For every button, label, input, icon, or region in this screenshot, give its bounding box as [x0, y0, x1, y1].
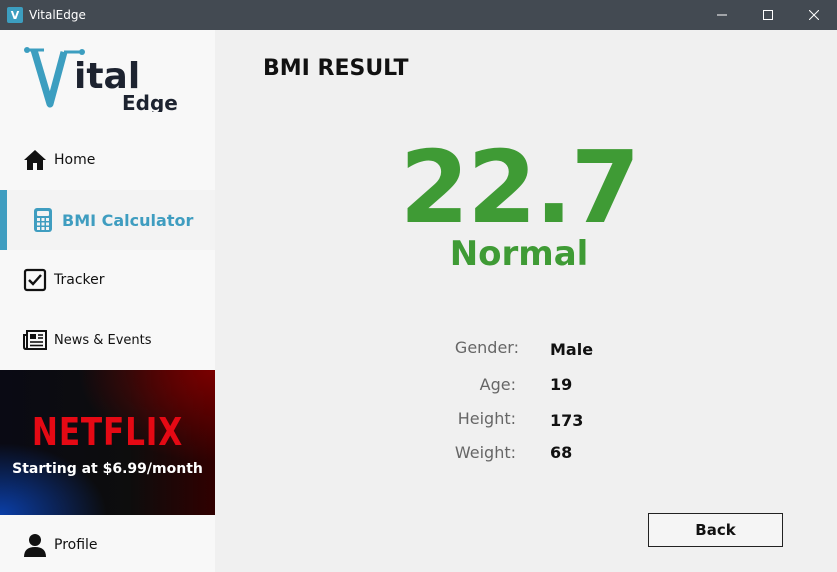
logo-word-ital: ital: [74, 56, 140, 97]
sidebar-item-profile[interactable]: Profile: [0, 517, 215, 572]
back-button[interactable]: Back: [648, 513, 783, 547]
info-row-gender: Gender: Male: [215, 338, 837, 360]
info-value: Male: [550, 340, 594, 359]
main-content: BMI RESULT 22.7 Normal Gender: Male Age:…: [215, 30, 837, 572]
minimize-button[interactable]: [699, 0, 745, 30]
window-controls: [699, 0, 837, 30]
calculator-icon: [34, 208, 52, 232]
sidebar-item-label: Profile: [54, 536, 98, 553]
sidebar-item-bmi-calculator[interactable]: BMI Calculator: [0, 190, 215, 250]
vitaledge-logo: ital Edge: [24, 47, 178, 112]
home-icon: [24, 150, 46, 170]
maximize-icon: [763, 10, 773, 20]
sidebar-item-label: News & Events: [54, 332, 152, 348]
maximize-button[interactable]: [745, 0, 791, 30]
info-label: Height:: [457, 409, 516, 428]
info-value: 19: [550, 375, 573, 394]
close-icon: [809, 10, 819, 20]
info-label: Weight:: [454, 443, 516, 462]
sidebar-item-tracker[interactable]: Tracker: [0, 252, 215, 308]
info-label: Gender:: [454, 338, 519, 357]
title-bar: V VitalEdge: [0, 0, 837, 30]
close-button[interactable]: [791, 0, 837, 30]
sidebar-item-label: Tracker: [54, 272, 105, 288]
sidebar-item-news-events[interactable]: News & Events: [0, 312, 215, 368]
netflix-ad-banner[interactable]: NETFLIX Starting at $6.99/month: [0, 370, 215, 515]
window-title: VitalEdge: [29, 8, 86, 22]
sidebar: ital Edge Home BMI Calculator Tracker: [0, 30, 215, 572]
logo-word-edge: Edge: [122, 91, 178, 112]
app-icon: V: [7, 7, 23, 23]
checkbox-icon: [23, 268, 47, 292]
ad-brand: NETFLIX: [31, 410, 184, 454]
page-title: BMI RESULT: [263, 56, 409, 81]
info-row-height: Height: 173: [215, 409, 837, 431]
bmi-category: Normal: [449, 234, 589, 274]
sidebar-item-label: Home: [54, 152, 96, 168]
info-label: Age:: [479, 375, 516, 394]
info-row-weight: Weight: 68: [215, 443, 837, 465]
info-value: 173: [550, 411, 584, 430]
info-value: 68: [550, 443, 573, 462]
info-row-age: Age: 19: [215, 375, 837, 397]
sidebar-item-home[interactable]: Home: [0, 132, 215, 188]
user-icon: [24, 533, 46, 557]
newspaper-icon: [23, 330, 47, 350]
bmi-value: 22.7: [399, 129, 641, 246]
minimize-icon: [717, 14, 727, 16]
ad-tagline: Starting at $6.99/month: [12, 461, 203, 477]
active-indicator: [0, 190, 7, 250]
sidebar-item-label: BMI Calculator: [62, 210, 194, 230]
